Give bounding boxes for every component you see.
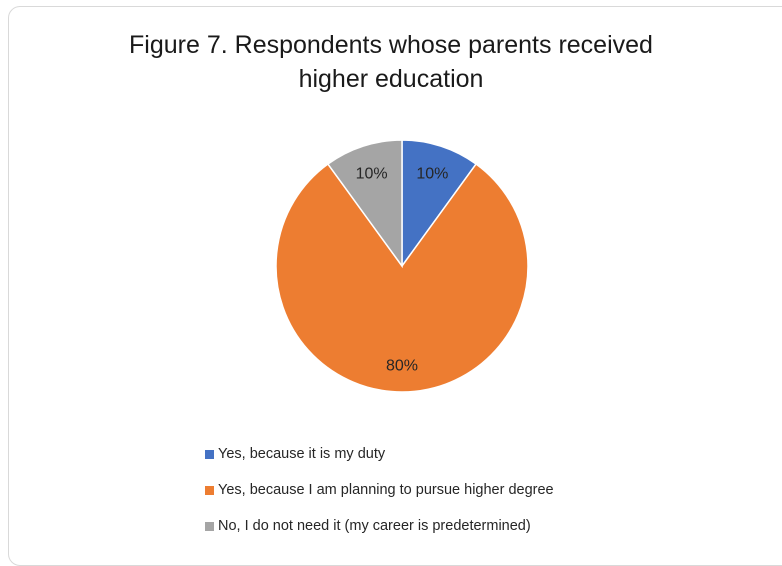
chart-title: Figure 7. Respondents whose parents rece… [0, 28, 782, 96]
legend: Yes, because it is my duty Yes, because … [205, 441, 554, 549]
legend-item-higher-degree: Yes, because I am planning to pursue hig… [205, 477, 554, 503]
legend-swatch-predetermined [205, 521, 214, 531]
chart-title-line-2: higher education [298, 65, 484, 93]
chart-title-line-1: Figure 7. Respondents whose parents rece… [129, 31, 653, 59]
legend-swatch-higher-degree [205, 485, 214, 495]
legend-label-duty: Yes, because it is my duty [218, 446, 386, 462]
pie-slice-higher-degree [275, 163, 529, 393]
legend-label-higher-degree: Yes, because I am planning to pursue hig… [218, 482, 554, 498]
pie-label-higher-degree: 80% [386, 357, 418, 374]
pie-label-duty: 10% [416, 166, 448, 183]
pie-label-predetermined: 10% [356, 166, 388, 183]
pie-data-labels: 10% 80% 10% [356, 166, 449, 375]
legend-swatch-duty [205, 449, 214, 459]
pie-chart: 10% 80% 10% [275, 139, 529, 393]
pie-slice-predetermined [326, 139, 403, 269]
legend-item-predetermined: No, I do not need it (my career is prede… [205, 513, 554, 539]
pie-slice-duty [401, 139, 478, 269]
legend-item-duty: Yes, because it is my duty [205, 441, 554, 467]
legend-label-predetermined: No, I do not need it (my career is prede… [218, 518, 531, 534]
pie-slices [275, 139, 529, 393]
